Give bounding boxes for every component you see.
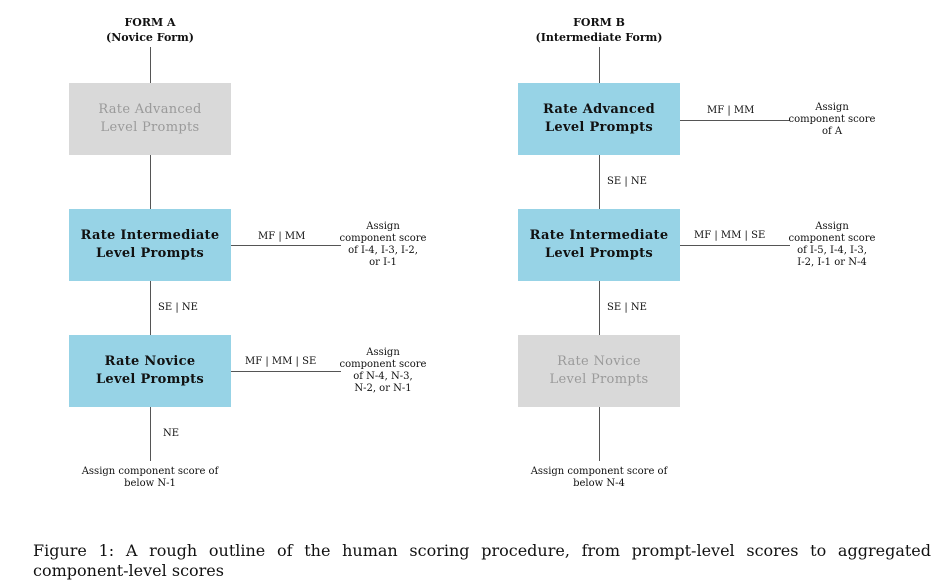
assign-line: component score bbox=[339, 233, 427, 244]
assign-line: Assign component score of bbox=[530, 466, 668, 477]
assign-line: below N-4 bbox=[573, 478, 625, 489]
form-b-connector-int-nov bbox=[599, 281, 600, 335]
form-a-assign-novice: Assign component score of N-4, N-3, N-2,… bbox=[330, 347, 436, 395]
form-a-box-novice-line1: Rate Novice bbox=[104, 354, 196, 369]
form-b-box-novice: Rate Novice Level Prompts bbox=[518, 335, 680, 407]
assign-line: Assign bbox=[366, 221, 400, 232]
form-b-box-advanced-line1: Rate Advanced bbox=[542, 102, 656, 117]
assign-line: or I-1 bbox=[369, 257, 397, 268]
form-b-box-novice-line1: Rate Novice bbox=[557, 354, 641, 369]
form-a-title: FORM A (Novice Form) bbox=[90, 15, 210, 45]
form-b-box-intermediate-line2: Level Prompts bbox=[544, 246, 654, 261]
assign-line: of N-4, N-3, bbox=[353, 371, 413, 382]
form-a-edge-intermediate-right: MF | MM bbox=[258, 231, 306, 242]
form-b-box-intermediate: Rate Intermediate Level Prompts bbox=[518, 209, 680, 281]
assign-line: Assign bbox=[815, 221, 849, 232]
form-a-connector-adv-int bbox=[150, 155, 151, 209]
assign-line: component score bbox=[788, 233, 876, 244]
form-b-box-intermediate-line1: Rate Intermediate bbox=[529, 228, 669, 243]
form-a-edge-intermediate-down: SE | NE bbox=[158, 302, 198, 314]
form-a-final-assign: Assign component score of below N-1 bbox=[60, 466, 240, 490]
form-a-box-advanced: Rate Advanced Level Prompts bbox=[69, 83, 231, 155]
assign-line: of I-5, I-4, I-3, bbox=[797, 245, 867, 256]
form-b-box-advanced-line2: Level Prompts bbox=[544, 120, 654, 135]
form-b-connector-adv-int bbox=[599, 155, 600, 209]
form-b-edge-advanced-down: SE | NE bbox=[607, 176, 647, 188]
form-a-connector-nov-final bbox=[150, 407, 151, 461]
form-b-box-advanced: Rate Advanced Level Prompts bbox=[518, 83, 680, 155]
form-b-title: FORM B (Intermediate Form) bbox=[519, 15, 679, 45]
form-b-box-novice-line2: Level Prompts bbox=[549, 372, 649, 387]
form-b-title-text: FORM B bbox=[573, 16, 625, 29]
form-b-final-assign: Assign component score of below N-4 bbox=[509, 466, 689, 490]
form-b-connector-top bbox=[599, 47, 600, 83]
form-a-box-intermediate: Rate Intermediate Level Prompts bbox=[69, 209, 231, 281]
form-b-hline-advanced bbox=[680, 120, 790, 121]
assign-line: component score bbox=[788, 114, 876, 125]
form-a-edge-novice-down: NE bbox=[163, 428, 180, 440]
assign-line: Assign bbox=[815, 102, 849, 113]
form-a-assign-intermediate: Assign component score of I-4, I-3, I-2,… bbox=[330, 221, 436, 269]
figure-caption: Figure 1: A rough outline of the human s… bbox=[33, 541, 931, 580]
assign-line: of A bbox=[821, 126, 843, 137]
form-a-title-text: FORM A bbox=[124, 16, 176, 29]
form-b-connector-nov-final bbox=[599, 407, 600, 461]
form-a-box-intermediate-line2: Level Prompts bbox=[95, 246, 205, 261]
assign-line: Assign component score of bbox=[81, 466, 219, 477]
assign-line: N-2, or N-1 bbox=[354, 383, 412, 394]
form-a-box-novice: Rate Novice Level Prompts bbox=[69, 335, 231, 407]
form-b-assign-advanced: Assign component score of A bbox=[779, 102, 885, 138]
form-a-box-novice-line2: Level Prompts bbox=[95, 372, 205, 387]
assign-line: below N-1 bbox=[124, 478, 176, 489]
form-b-edge-advanced-right: MF | MM bbox=[707, 105, 755, 116]
form-b-subtitle: (Intermediate Form) bbox=[535, 31, 663, 44]
form-a-hline-intermediate bbox=[231, 245, 341, 246]
form-b-edge-intermediate-right: MF | MM | SE bbox=[694, 230, 766, 241]
assign-line: of I-4, I-3, I-2, bbox=[348, 245, 418, 256]
form-b-edge-intermediate-down: SE | NE bbox=[607, 302, 647, 314]
assign-line: I-2, I-1 or N-4 bbox=[797, 257, 867, 268]
form-a-edge-novice-right: MF | MM | SE bbox=[245, 356, 317, 367]
form-a-hline-novice bbox=[231, 371, 341, 372]
assign-line: component score bbox=[339, 359, 427, 370]
form-a-box-intermediate-line1: Rate Intermediate bbox=[80, 228, 220, 243]
form-b-assign-intermediate: Assign component score of I-5, I-4, I-3,… bbox=[779, 221, 885, 269]
form-a-subtitle: (Novice Form) bbox=[106, 31, 194, 44]
form-b-hline-intermediate bbox=[680, 245, 790, 246]
form-a-connector-int-nov bbox=[150, 281, 151, 335]
assign-line: Assign bbox=[366, 347, 400, 358]
form-a-connector-top bbox=[150, 47, 151, 83]
form-a-box-advanced-line2: Level Prompts bbox=[100, 120, 200, 135]
form-a-box-advanced-line1: Rate Advanced bbox=[98, 102, 202, 117]
